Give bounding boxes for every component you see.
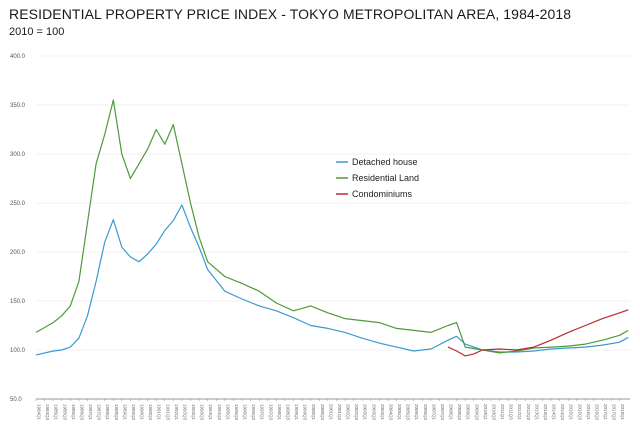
x-tick-label: 2000Q1	[311, 404, 316, 421]
x-tick-label: 2003Q1	[363, 404, 368, 421]
x-axis: 1984Q1 1984Q3 1985Q1 1985Q3 1986Q1 1986Q3 1987…	[35, 399, 625, 421]
x-tick-label: 1998Q1	[277, 404, 282, 421]
x-tick-label: 1993Q3	[200, 404, 205, 421]
x-tick-label: 2005Q3	[406, 404, 411, 421]
y-tick-label: 100.0	[10, 348, 26, 354]
grid	[36, 55, 630, 400]
x-tick-label: 2017Q1	[603, 404, 608, 421]
x-tick-label: 2016Q1	[586, 404, 591, 421]
x-tick-label: 2014Q3	[560, 404, 565, 421]
series-line-detached-house	[35, 204, 629, 356]
x-tick-label: 1999Q3	[303, 404, 308, 421]
x-tick-label: 1987Q3	[97, 404, 102, 421]
chart-subtitle: 2010 = 100	[9, 26, 65, 38]
x-tick-label: 1985Q1	[54, 404, 59, 421]
x-tick-label: 1991Q1	[157, 404, 162, 421]
x-tick-label: 2010Q3	[491, 404, 496, 421]
legend-label: Condominiums	[352, 189, 413, 199]
legend-label: Detached house	[352, 157, 418, 167]
y-tick-label: 400.0	[10, 54, 26, 60]
x-tick-label: 1996Q3	[251, 404, 256, 421]
x-tick-label: 2003Q3	[371, 404, 376, 421]
x-tick-label: 2005Q1	[397, 404, 402, 421]
x-tick-label: 1988Q1	[105, 404, 110, 421]
x-tick-label: 2002Q3	[354, 404, 359, 421]
series-line-residential-land	[35, 99, 629, 354]
x-tick-label: 1986Q1	[71, 404, 76, 421]
chart-title: RESIDENTIAL PROPERTY PRICE INDEX - TOKYO…	[9, 6, 572, 22]
x-tick-label: 2001Q3	[337, 404, 342, 421]
x-tick-label: 1997Q3	[268, 404, 273, 421]
x-tick-label: 2006Q1	[414, 404, 419, 421]
x-tick-label: 1986Q3	[79, 404, 84, 421]
x-tick-label: 2009Q3	[474, 404, 479, 421]
x-tick-label: 1989Q3	[131, 404, 136, 421]
x-tick-label: 1993Q1	[191, 404, 196, 421]
x-tick-label: 1988Q3	[114, 404, 119, 421]
x-tick-label: 1987Q1	[88, 404, 93, 421]
y-tick-label: 350.0	[10, 103, 26, 109]
x-tick-label: 2013Q3	[543, 404, 548, 421]
series-line-condominiums	[447, 309, 629, 357]
x-tick-label: 1984Q3	[45, 404, 50, 421]
x-tick-label: 2008Q3	[457, 404, 462, 421]
x-tick-label: 2013Q1	[534, 404, 539, 421]
x-tick-label: 1994Q3	[217, 404, 222, 421]
x-tick-label: 2004Q1	[380, 404, 385, 421]
x-tick-label: 1990Q3	[148, 404, 153, 421]
x-tick-label: 1984Q1	[37, 404, 42, 421]
x-tick-label: 2000Q3	[320, 404, 325, 421]
x-tick-label: 2011Q3	[509, 404, 514, 420]
x-tick-label: 2008Q1	[449, 404, 454, 421]
x-tick-label: 1989Q1	[122, 404, 127, 421]
x-tick-label: 2016Q3	[594, 404, 599, 421]
x-tick-label: 2012Q1	[517, 404, 522, 421]
legend: Detached house Residential Land Condominiu…	[336, 157, 419, 199]
x-tick-label: 2011Q1	[500, 404, 505, 420]
x-tick-label: 2004Q3	[388, 404, 393, 421]
y-tick-label: 200.0	[10, 250, 26, 256]
x-tick-label: 2015Q1	[569, 404, 574, 421]
x-tick-label: 1995Q3	[234, 404, 239, 421]
y-tick-label: 150.0	[10, 299, 26, 305]
x-tick-label: 2001Q1	[328, 404, 333, 421]
y-tick-label: 300.0	[10, 152, 26, 158]
x-tick-label: 2015Q3	[577, 404, 582, 421]
x-tick-label: 2002Q1	[346, 404, 351, 421]
x-tick-label: 1990Q1	[140, 404, 145, 421]
x-tick-label: 2007Q1	[431, 404, 436, 421]
x-tick-label: 1985Q3	[62, 404, 67, 421]
x-tick-label: 1992Q3	[182, 404, 187, 421]
x-tick-label: 2018Q1	[620, 404, 625, 421]
x-tick-label: 1991Q3	[165, 404, 170, 421]
x-tick-label: 1999Q1	[294, 404, 299, 421]
x-tick-label: 2007Q3	[440, 404, 445, 421]
x-tick-label: 2006Q3	[423, 404, 428, 421]
legend-label: Residential Land	[352, 173, 419, 183]
y-axis: 50.0 100.0 150.0 200.0 250.0 300.0 350.0 400.0	[10, 54, 26, 403]
x-tick-label: 2014Q1	[552, 404, 557, 421]
x-tick-label: 2017Q3	[612, 404, 617, 421]
x-tick-label: 2012Q3	[526, 404, 531, 421]
x-tick-label: 1997Q1	[260, 404, 265, 421]
series-lines	[35, 99, 629, 357]
x-tick-label: 1998Q3	[285, 404, 290, 421]
x-tick-label: 1995Q1	[225, 404, 230, 421]
y-tick-label: 50.0	[10, 397, 22, 403]
x-tick-label: 1996Q1	[243, 404, 248, 421]
y-tick-label: 250.0	[10, 201, 26, 207]
x-tick-label: 1992Q1	[174, 404, 179, 421]
x-tick-label: 1994Q1	[208, 404, 213, 421]
x-tick-label: 2010Q1	[483, 404, 488, 421]
x-tick-label: 2009Q1	[466, 404, 471, 421]
